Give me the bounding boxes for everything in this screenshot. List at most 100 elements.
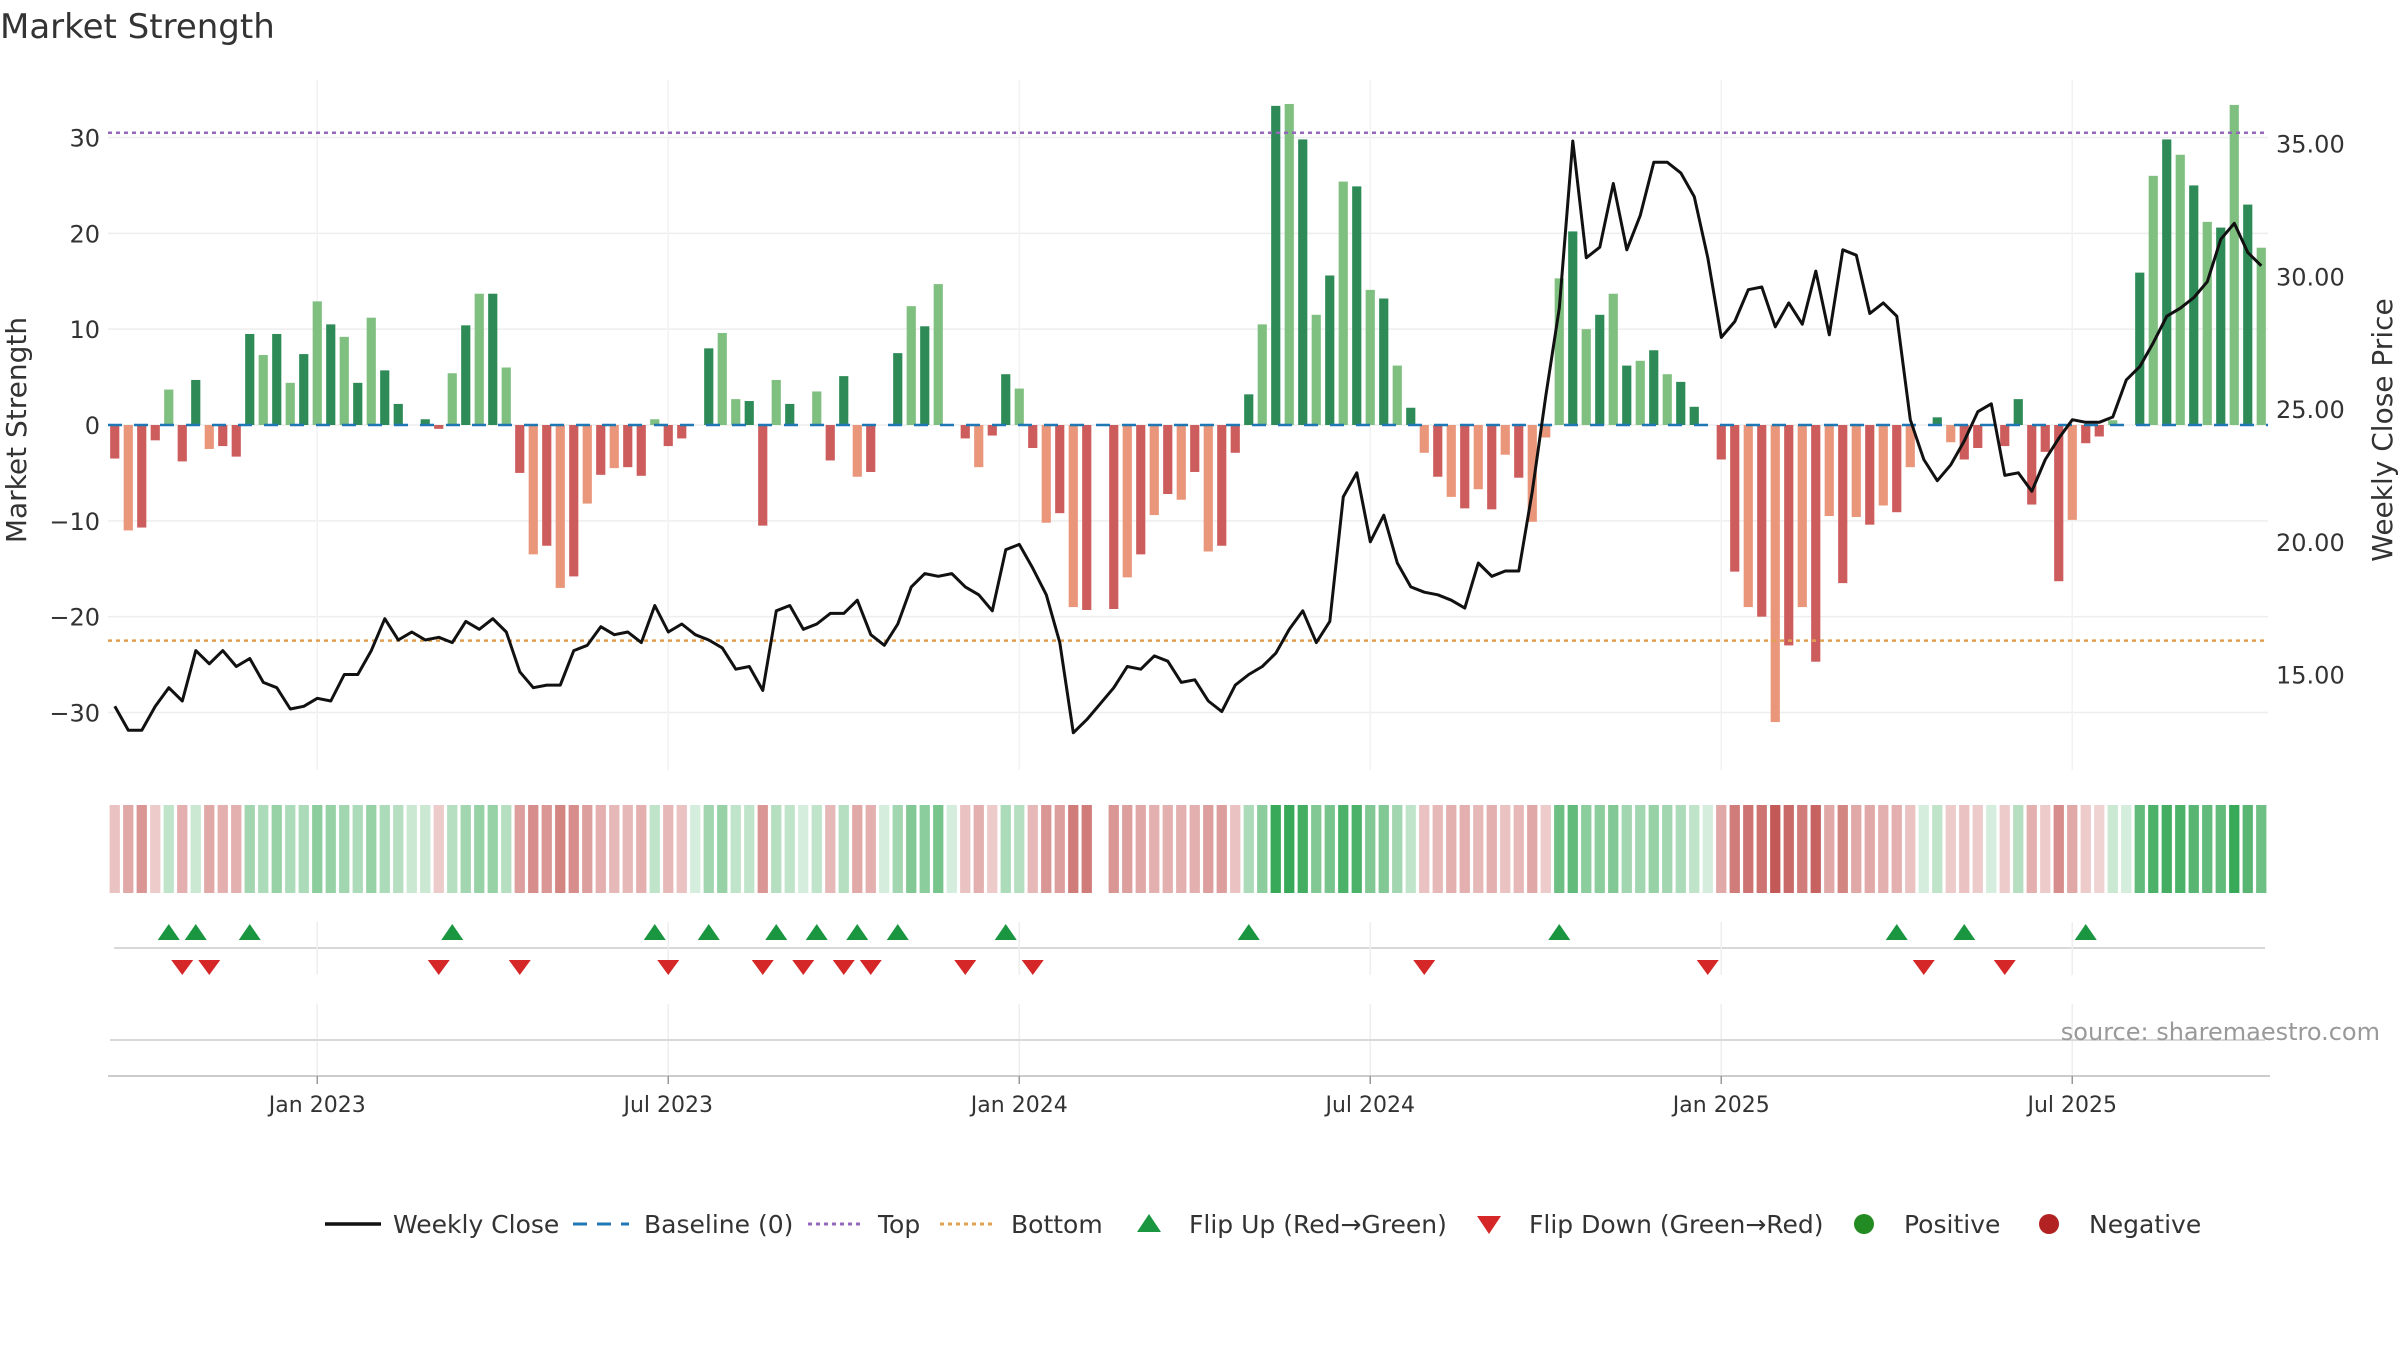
- strength-bar: [312, 301, 322, 425]
- status-cell: [811, 805, 822, 893]
- status-cell: [1905, 805, 1916, 893]
- strength-bar: [353, 382, 363, 425]
- status-cell: [109, 805, 120, 893]
- status-cell: [852, 805, 863, 893]
- strength-bar: [1163, 425, 1173, 494]
- strength-bar: [326, 324, 336, 425]
- strength-bar: [785, 403, 795, 425]
- status-cell: [2107, 805, 2118, 893]
- legend-label: Flip Up (Red→Green): [1189, 1210, 1447, 1239]
- status-cell: [528, 805, 539, 893]
- strength-bar: [2013, 399, 2023, 425]
- flip-up-marker: [1548, 924, 1571, 940]
- strength-bar: [137, 425, 147, 528]
- strength-bar: [1676, 381, 1686, 425]
- status-cell: [1446, 805, 1457, 893]
- legend-label: Bottom: [1011, 1210, 1103, 1239]
- flip-down-marker: [859, 960, 882, 975]
- status-cell: [190, 805, 201, 893]
- strength-bar: [2135, 272, 2145, 425]
- strength-bar: [1608, 293, 1618, 425]
- status-cell: [1216, 805, 1227, 893]
- strength-bar: [1811, 425, 1821, 662]
- status-cell: [663, 805, 674, 893]
- status-cell: [2121, 805, 2132, 893]
- flip-down-marker: [1912, 960, 1935, 975]
- strength-bar: [1514, 425, 1524, 478]
- status-cell: [906, 805, 917, 893]
- status-cell: [514, 805, 525, 893]
- status-cell: [1810, 805, 1821, 893]
- status-cell: [879, 805, 890, 893]
- flip-up-marker: [805, 924, 828, 940]
- status-cell: [1000, 805, 1011, 893]
- strength-bar: [866, 425, 876, 472]
- strength-bar: [1662, 374, 1672, 425]
- status-cell: [1554, 805, 1565, 893]
- status-cell: [460, 805, 471, 893]
- status-cell: [2202, 805, 2213, 893]
- status-cell: [136, 805, 147, 893]
- flip-down-marker: [1993, 960, 2016, 975]
- flip-down-marker: [198, 960, 221, 975]
- status-cell: [825, 805, 836, 893]
- flip-up-marker: [994, 924, 1017, 940]
- strength-bar: [1554, 278, 1564, 425]
- status-cell: [798, 805, 809, 893]
- strength-bar: [1487, 425, 1497, 510]
- status-cell: [2053, 805, 2064, 893]
- strength-bar: [123, 425, 133, 531]
- status-cell: [1567, 805, 1578, 893]
- strength-bars: [110, 103, 2266, 723]
- status-cell: [1959, 805, 1970, 893]
- flip-down-marker: [954, 960, 977, 975]
- strength-bar: [542, 425, 552, 546]
- strength-bar: [1757, 425, 1767, 617]
- legend-swatch-positive: [1854, 1214, 1874, 1234]
- strength-bar: [393, 403, 403, 425]
- status-cell: [1932, 805, 1943, 893]
- strength-bar: [1122, 425, 1132, 578]
- status-cell: [1203, 805, 1214, 893]
- left-tick-label: −30: [49, 700, 100, 728]
- status-cell: [2080, 805, 2091, 893]
- strength-bar: [1419, 425, 1429, 453]
- flip-down-marker: [1021, 960, 1044, 975]
- status-cell: [1473, 805, 1484, 893]
- status-cell: [2161, 805, 2172, 893]
- strength-bar: [1176, 425, 1186, 500]
- strength-bar: [339, 336, 349, 425]
- status-cell: [1540, 805, 1551, 893]
- status-cell: [339, 805, 350, 893]
- status-cell: [1824, 805, 1835, 893]
- status-cell: [285, 805, 296, 893]
- legend-label: Top: [877, 1210, 920, 1239]
- strength-bar: [1136, 425, 1146, 555]
- status-cell: [1068, 805, 1079, 893]
- strength-bar: [920, 326, 930, 425]
- strength-bar: [1851, 425, 1861, 517]
- strength-bar: [1797, 425, 1807, 608]
- left-tick-label: −20: [49, 604, 100, 632]
- source-label: source: sharemaestro.com: [2061, 1018, 2380, 1046]
- x-tick-label: Jul 2023: [621, 1093, 713, 1118]
- strength-bar: [1932, 417, 1942, 425]
- strength-bar: [1541, 425, 1551, 438]
- strength-bar: [1392, 365, 1402, 425]
- status-cell: [1014, 805, 1025, 893]
- strength-bar: [758, 425, 768, 526]
- flip-up-marker: [1237, 924, 1260, 940]
- strength-bar: [1014, 388, 1024, 425]
- strength-bar: [474, 293, 484, 425]
- strength-bar: [1473, 425, 1483, 490]
- strength-bar: [191, 379, 201, 425]
- status-cell: [1027, 805, 1038, 893]
- left-tick-label: 10: [69, 316, 100, 344]
- strength-bar: [812, 391, 822, 425]
- status-cell: [1351, 805, 1362, 893]
- status-cell: [2242, 805, 2253, 893]
- status-cell: [784, 805, 795, 893]
- right-tick-label: 25.00: [2276, 396, 2345, 424]
- strength-bar: [420, 419, 430, 425]
- status-cell: [541, 805, 552, 893]
